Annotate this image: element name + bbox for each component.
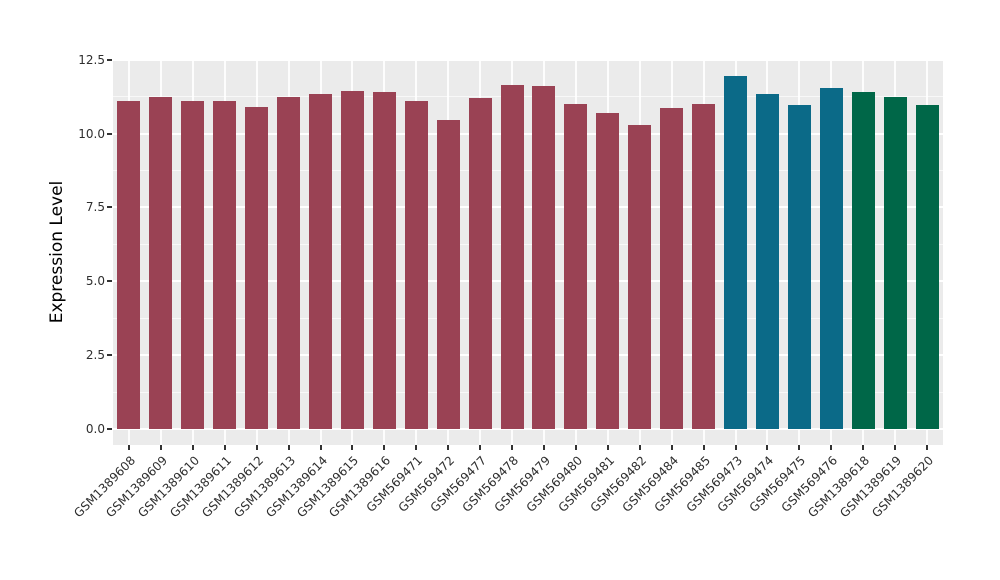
gridline-minor xyxy=(113,96,943,98)
bar xyxy=(564,103,588,429)
x-tick-mark xyxy=(638,445,641,450)
x-tick-mark xyxy=(191,445,194,450)
bar xyxy=(340,90,364,429)
x-tick-mark xyxy=(798,445,801,450)
x-tick-mark xyxy=(606,445,609,450)
plot-panel xyxy=(113,59,943,445)
bar xyxy=(372,92,396,429)
gridline-minor xyxy=(113,391,943,393)
x-tick-mark xyxy=(255,445,258,450)
x-tick-mark xyxy=(926,445,929,450)
y-tick-label: 7.5 xyxy=(85,200,105,215)
bar xyxy=(500,84,524,429)
x-tick-mark xyxy=(351,445,354,450)
bar xyxy=(787,105,811,429)
gridline-minor xyxy=(113,243,943,245)
bar xyxy=(819,87,843,429)
y-tick-mark xyxy=(107,132,112,135)
bar xyxy=(436,120,460,429)
x-tick-mark xyxy=(511,445,514,450)
bar xyxy=(724,75,747,429)
bar xyxy=(309,93,332,429)
y-tick-mark xyxy=(107,428,112,430)
x-tick-mark xyxy=(159,445,162,450)
x-tick-mark xyxy=(447,445,450,450)
x-tick-mark xyxy=(830,445,833,450)
x-tick-mark xyxy=(862,445,865,450)
y-tick-label: 2.5 xyxy=(85,348,105,363)
y-tick-label: 12.5 xyxy=(78,52,105,67)
gridline-major xyxy=(113,428,943,430)
bar xyxy=(660,108,684,429)
x-tick-mark xyxy=(383,445,386,450)
x-tick-mark xyxy=(702,445,705,450)
bar xyxy=(245,106,269,429)
bar xyxy=(915,105,939,429)
bar xyxy=(692,103,716,429)
y-tick-mark xyxy=(107,206,112,209)
x-tick-mark xyxy=(415,445,418,450)
y-tick-label: 0.0 xyxy=(85,422,105,436)
y-axis-title: Expression Level xyxy=(47,180,67,324)
gridline-major xyxy=(113,280,943,283)
bar xyxy=(596,112,620,429)
gridline-major xyxy=(113,59,943,61)
x-tick-mark xyxy=(127,445,130,450)
x-tick-mark xyxy=(670,445,673,450)
y-tick-mark xyxy=(107,280,112,283)
bar xyxy=(181,100,205,429)
bar xyxy=(628,124,652,429)
x-tick-mark xyxy=(319,445,322,450)
x-tick-mark xyxy=(479,445,482,450)
bar xyxy=(851,92,875,429)
bar xyxy=(532,86,556,429)
bar xyxy=(404,100,428,429)
x-tick-mark xyxy=(894,445,897,450)
bar xyxy=(277,96,301,429)
x-tick-mark xyxy=(574,445,577,450)
bar xyxy=(213,100,237,429)
x-tick-mark xyxy=(223,445,226,450)
bar xyxy=(755,93,779,429)
gridline-minor xyxy=(113,317,943,319)
x-tick-mark xyxy=(287,445,290,450)
y-tick-mark xyxy=(107,58,112,61)
bar xyxy=(468,98,492,429)
x-tick-mark xyxy=(766,445,769,450)
bar xyxy=(883,96,907,429)
gridline-major xyxy=(113,206,943,209)
x-tick-mark xyxy=(542,445,545,450)
bar xyxy=(117,100,141,429)
bar xyxy=(149,96,173,429)
gridline-major xyxy=(113,354,943,357)
gridline-major xyxy=(113,132,943,135)
y-tick-label: 10.0 xyxy=(78,126,105,141)
gridline-minor xyxy=(113,169,943,171)
x-tick-mark xyxy=(734,445,737,450)
y-tick-label: 5.0 xyxy=(85,274,105,289)
y-tick-mark xyxy=(107,354,112,357)
